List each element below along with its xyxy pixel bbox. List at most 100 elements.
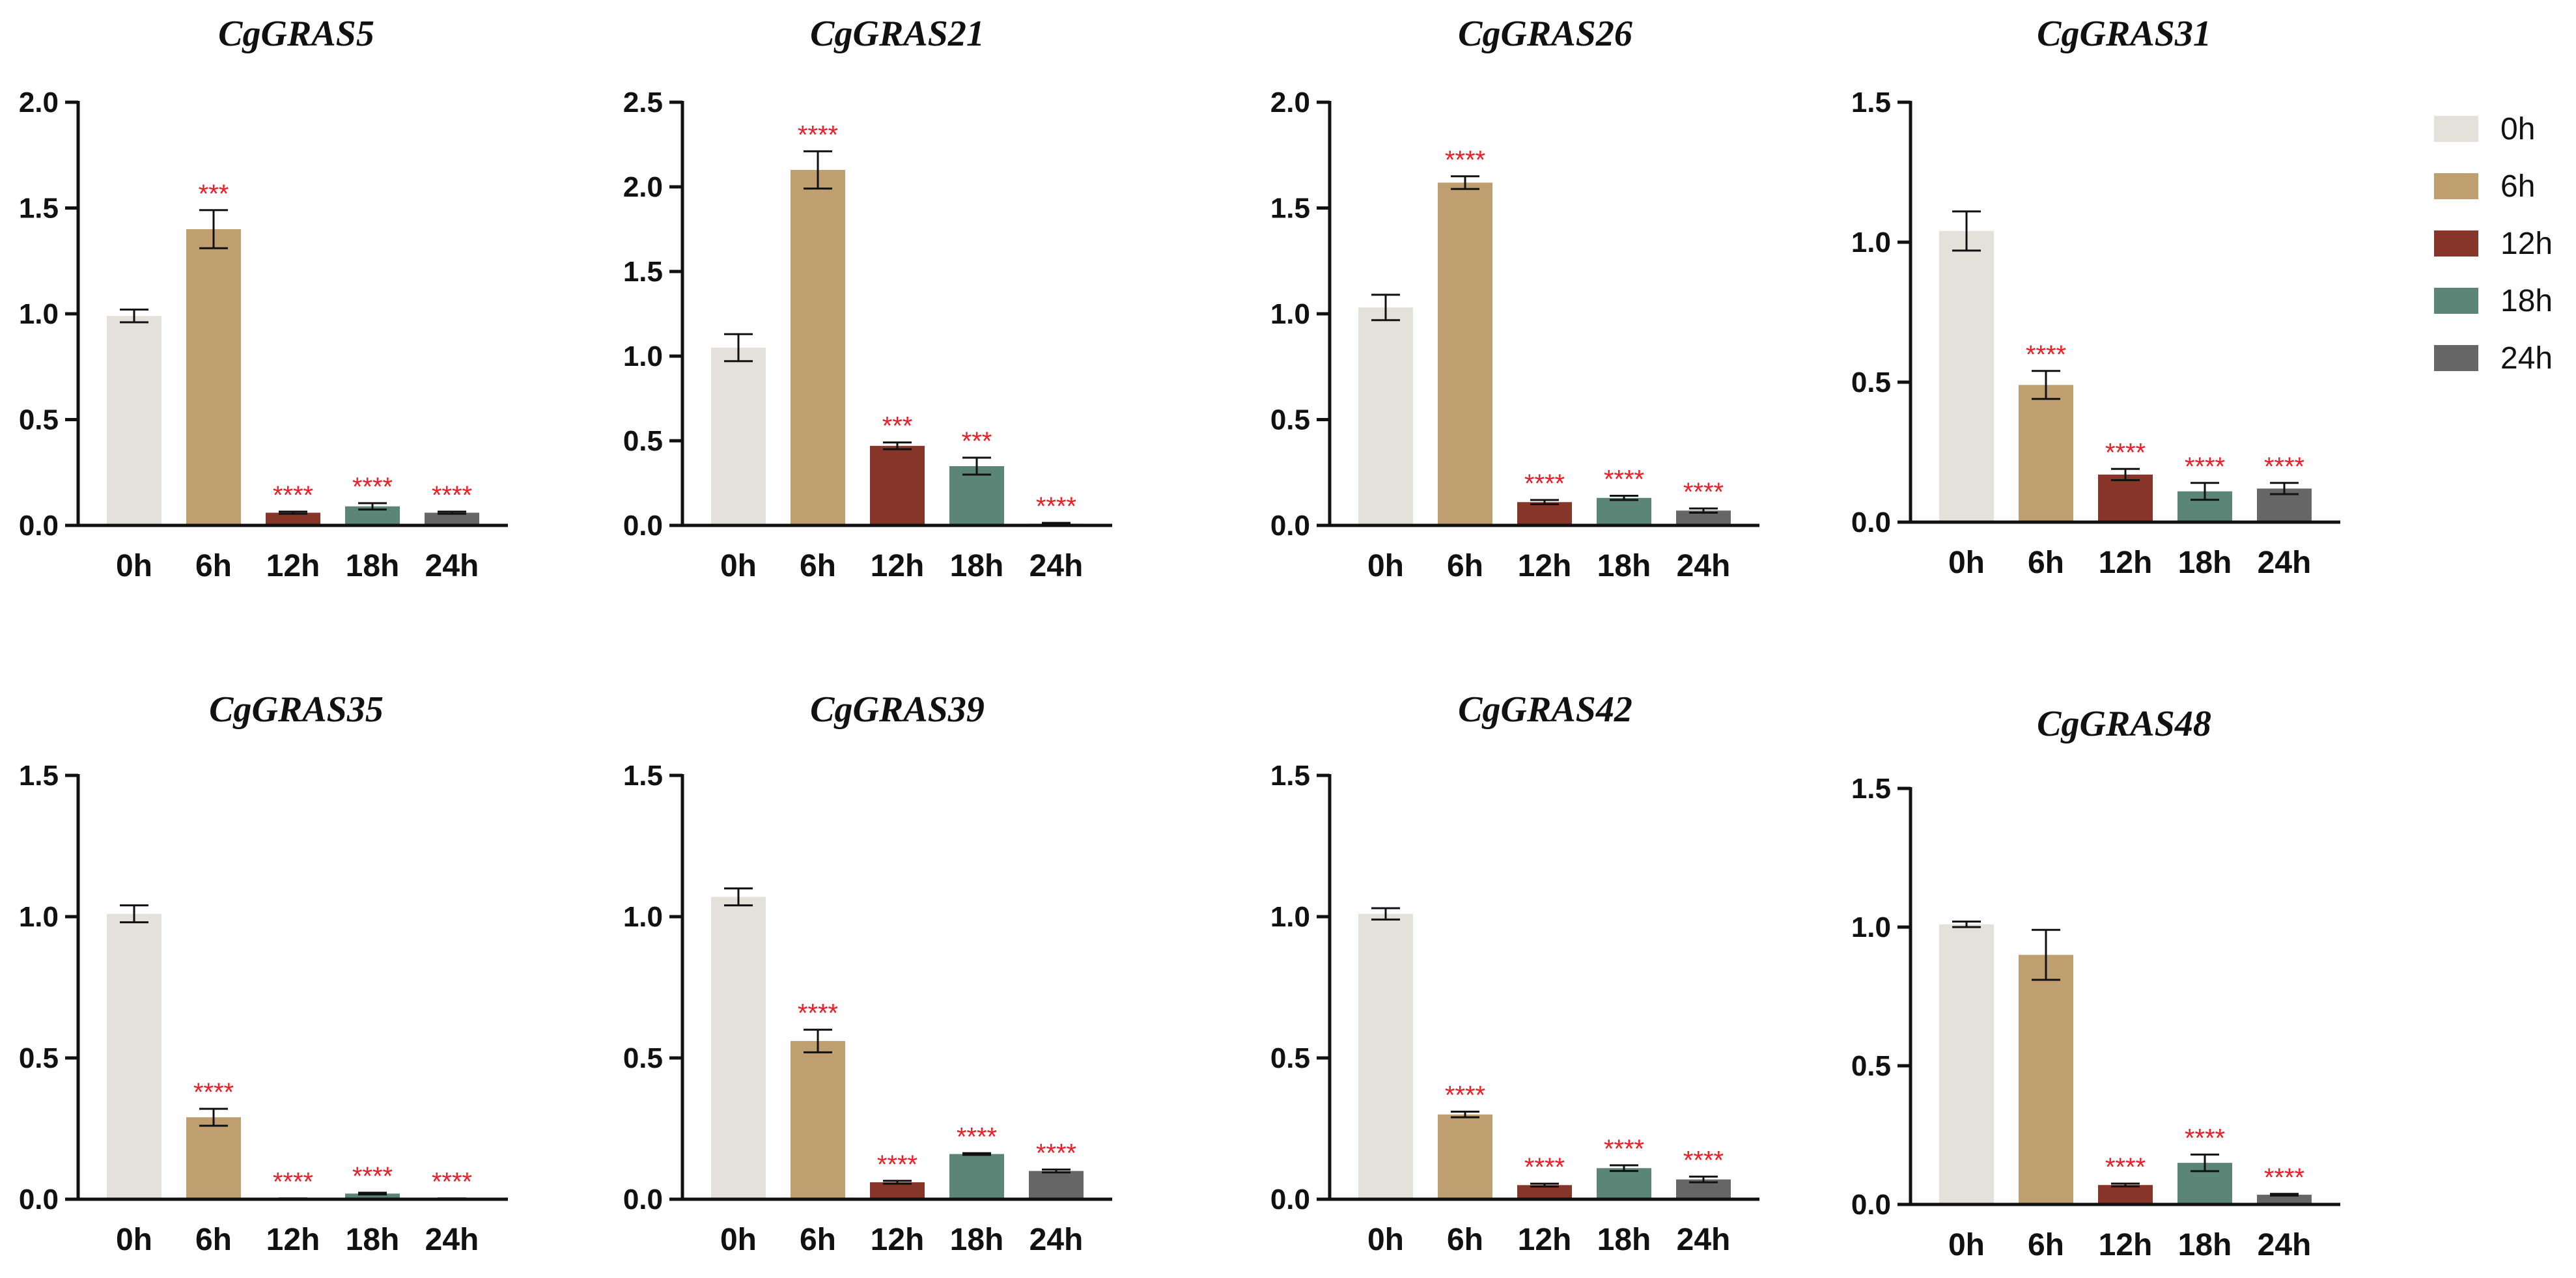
- significance-mark: ***: [882, 412, 913, 441]
- error-bar: [1689, 1175, 1718, 1184]
- error-bar: [358, 1191, 387, 1196]
- y-tick-label: 0.0: [1270, 510, 1310, 542]
- y-tick-label: 2.0: [623, 171, 663, 203]
- error-bar: [1689, 507, 1718, 514]
- significance-mark: ****: [432, 481, 472, 510]
- chart-title: CgGRAS35: [209, 689, 384, 730]
- bar: [711, 348, 766, 525]
- chart-panel: CgGRAS48 0.0 0.5 1.0 1.5 0h 6h **** 12h **** 18h **…: [1851, 704, 2340, 1262]
- bar: [711, 896, 766, 1199]
- x-tick-label: 0h: [720, 549, 757, 583]
- bar: [1597, 497, 1651, 525]
- x-tick-label: 6h: [1447, 1223, 1483, 1257]
- chart-panel: CgGRAS5 0.0 0.5 1.0 1.5 2.0 0h *** 6h **** 12h ****…: [19, 14, 508, 583]
- error-bar: [279, 510, 307, 515]
- x-tick-label: 18h: [950, 1223, 1004, 1257]
- bar: [1358, 307, 1413, 525]
- chart-title: CgGRAS31: [2037, 14, 2211, 54]
- bar: [1517, 502, 1572, 525]
- significance-mark: ****: [798, 120, 838, 149]
- bar: [949, 1154, 1004, 1199]
- bar: [791, 170, 845, 525]
- x-tick-label: 0h: [1367, 549, 1404, 583]
- y-tick-label: 1.5: [623, 256, 663, 288]
- error-bar: [199, 1107, 228, 1127]
- legend-swatch: [2434, 230, 2478, 257]
- chart-title: CgGRAS48: [2037, 704, 2211, 744]
- x-tick-label: 18h: [346, 1223, 400, 1257]
- chart-panel: CgGRAS42 0.0 0.5 1.0 1.5 0h **** 6h **** 12h **** 1…: [1270, 689, 1759, 1257]
- legend-label: 12h: [2500, 227, 2553, 261]
- x-tick-label: 24h: [1677, 1223, 1731, 1257]
- error-bar: [1610, 495, 1638, 501]
- x-tick-label: 24h: [1677, 549, 1731, 583]
- bar: [2098, 1185, 2153, 1204]
- significance-mark: ****: [193, 1078, 234, 1107]
- y-tick-label: 0.5: [1851, 367, 1891, 398]
- legend-swatch: [2434, 116, 2478, 142]
- bar: [949, 466, 1004, 525]
- bar: [186, 229, 241, 525]
- x-tick-label: 12h: [871, 549, 925, 583]
- bar: [425, 512, 479, 525]
- error-bar: [962, 456, 991, 476]
- bar: [2019, 385, 2073, 522]
- significance-mark: ****: [2264, 452, 2304, 481]
- y-tick-label: 0.0: [19, 1184, 59, 1215]
- significance-mark: ****: [352, 473, 393, 501]
- bar: [2098, 474, 2153, 522]
- x-tick-label: 24h: [1029, 549, 1084, 583]
- error-bar: [724, 887, 753, 907]
- x-tick-label: 18h: [1597, 1223, 1651, 1257]
- bar: [107, 913, 161, 1199]
- y-tick-label: 1.0: [623, 901, 663, 933]
- chart-panel: CgGRAS26 0.0 0.5 1.0 1.5 2.0 0h **** 6h **** 12h **…: [1270, 14, 1759, 583]
- x-tick-label: 18h: [346, 549, 400, 583]
- y-tick-label: 1.5: [623, 760, 663, 792]
- error-bar: [1952, 920, 1981, 928]
- significance-mark: ***: [962, 427, 992, 456]
- x-tick-label: 0h: [116, 549, 152, 583]
- error-bar: [724, 333, 753, 363]
- bar: [791, 1040, 845, 1199]
- x-tick-label: 18h: [2178, 1228, 2232, 1262]
- error-bar: [2270, 1193, 2299, 1197]
- chart-title: CgGRAS26: [1458, 14, 1632, 54]
- x-tick-label: 12h: [2099, 1228, 2153, 1262]
- bar: [1358, 913, 1413, 1199]
- error-bar: [2191, 482, 2219, 501]
- x-tick-label: 18h: [950, 549, 1004, 583]
- error-bar: [1451, 175, 1479, 190]
- y-tick-label: 0.0: [1851, 1189, 1891, 1221]
- significance-mark: ****: [1445, 1081, 1485, 1109]
- y-tick-label: 1.0: [1270, 298, 1310, 330]
- error-bar: [2111, 467, 2140, 481]
- significance-mark: ***: [199, 180, 229, 208]
- significance-mark: ****: [273, 481, 313, 510]
- error-bar: [1530, 1182, 1559, 1188]
- error-bar: [804, 150, 832, 190]
- y-tick-label: 1.0: [19, 901, 59, 933]
- y-tick-label: 0.0: [623, 510, 663, 542]
- bar: [1029, 1171, 1084, 1199]
- legend-swatch: [2434, 173, 2478, 199]
- y-tick-label: 1.0: [19, 298, 59, 330]
- y-tick-label: 1.0: [1851, 911, 1891, 943]
- chart-panel: CgGRAS31 0.0 0.5 1.0 1.5 0h **** 6h **** 12h **** 1…: [1851, 14, 2340, 580]
- y-tick-label: 1.0: [1851, 227, 1891, 258]
- chart-title: CgGRAS5: [218, 14, 374, 54]
- significance-mark: ****: [2185, 452, 2225, 481]
- significance-mark: ****: [2026, 340, 2066, 369]
- legend-label: 0h: [2500, 112, 2535, 146]
- significance-mark: ****: [1036, 1139, 1076, 1167]
- x-tick-label: 12h: [871, 1223, 925, 1257]
- bar: [1438, 1114, 1492, 1199]
- error-bar: [2191, 1153, 2219, 1173]
- error-bar: [2032, 928, 2060, 981]
- significance-mark: ****: [273, 1168, 313, 1197]
- x-tick-label: 18h: [2178, 546, 2232, 580]
- error-bar: [2111, 1182, 2140, 1188]
- bar: [1939, 924, 1994, 1204]
- error-bar: [1371, 294, 1400, 322]
